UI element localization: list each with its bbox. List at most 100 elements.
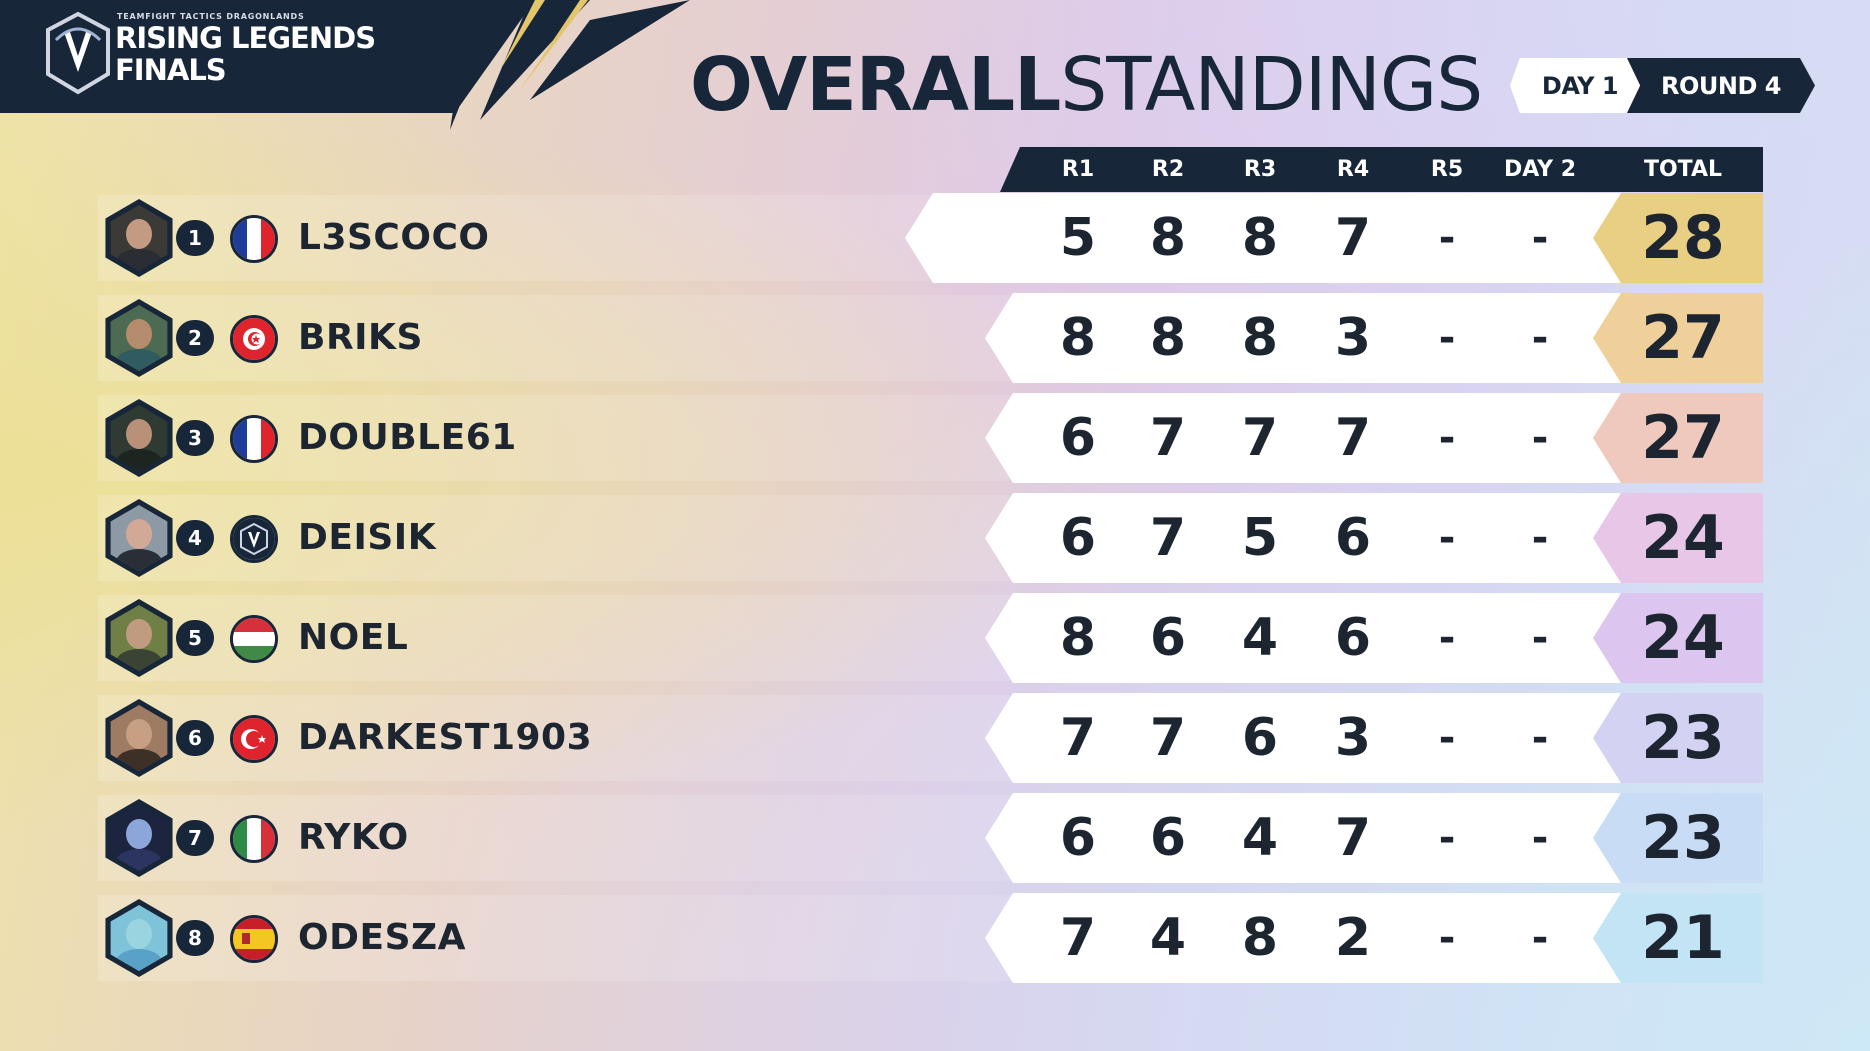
score-panel [985,593,1625,683]
avatar [105,499,173,577]
score-day-2: - [1531,515,1549,561]
standings-row: 8 ODESZA 7 4 8 2- -21 [98,893,1763,983]
score-panel [985,293,1625,383]
score-panel [985,493,1625,583]
total-panel [1593,493,1763,583]
total-panel [1593,693,1763,783]
score-r1: 7 [1059,708,1097,768]
score-r1: 8 [1059,608,1097,668]
standings-row: 4 DEISIK 6 7 5 6- -24 [98,493,1763,583]
tunisia-flag-icon [230,315,278,363]
total-score: 24 [1641,503,1725,573]
score-r2: 6 [1149,608,1187,668]
score-r5: - [1438,615,1456,661]
score-r3: 8 [1241,208,1279,268]
rank-badge: 5 [176,620,214,656]
score-r5: - [1438,315,1456,361]
score-r2: 8 [1149,308,1187,368]
score-r5: - [1438,415,1456,461]
avatar [105,299,173,377]
avatar [105,799,173,877]
italy-flag-icon [230,815,278,863]
spain-flag-icon [230,915,278,963]
rising-legends-emblem-icon [230,515,278,563]
standings-row: 1 L3SCOCO 5 8 8 7- -28 [98,193,1763,283]
score-r1: 5 [1059,208,1097,268]
score-r3: 5 [1241,508,1279,568]
rising-legends-emblem-icon [46,11,110,95]
title-light: STANDINGS [1060,42,1483,128]
score-r4: 3 [1334,708,1372,768]
avatar [105,199,173,277]
score-day-2: - [1531,615,1549,661]
player-name: NOEL [298,617,409,658]
page-title: OVERALLSTANDINGS [690,48,1483,122]
score-r3: 4 [1241,808,1279,868]
score-r2: 8 [1149,208,1187,268]
column-header-r3: R3 [1243,157,1277,182]
rank-badge: 2 [176,320,214,356]
player-name: DEISIK [298,517,437,558]
decorative-streaks [450,0,690,130]
logo-title-line1: RISING LEGENDS [115,21,376,55]
total-panel [1593,393,1763,483]
score-r5: - [1438,515,1456,561]
score-day-2: - [1531,215,1549,261]
total-score: 27 [1641,303,1725,373]
score-day-2: - [1531,315,1549,361]
avatar [105,599,173,677]
logo-title-line2: FINALS [115,53,227,87]
total-panel [1593,593,1763,683]
player-name: L3SCOCO [298,217,490,258]
avatar [105,899,173,977]
score-panel [985,393,1625,483]
score-r2: 7 [1149,408,1187,468]
score-r1: 8 [1059,308,1097,368]
player-name: BRIKS [298,317,423,358]
score-r4: 2 [1334,908,1372,968]
score-day-2: - [1531,915,1549,961]
total-panel [1593,293,1763,383]
score-r1: 6 [1059,508,1097,568]
score-r2: 7 [1149,508,1187,568]
column-header-r2: R2 [1151,157,1185,182]
player-name: DARKEST1903 [298,717,593,758]
score-r4: 6 [1334,608,1372,668]
standings-row: 7 RYKO 6 6 4 7- -23 [98,793,1763,883]
day-badge: DAY 1 [1510,58,1650,113]
score-r3: 7 [1241,408,1279,468]
score-r2: 6 [1149,808,1187,868]
score-r5: - [1438,715,1456,761]
total-score: 27 [1641,403,1725,473]
score-r1: 6 [1059,408,1097,468]
score-r3: 8 [1241,308,1279,368]
rank-badge: 4 [176,520,214,556]
logo-subtitle: TEAMFIGHT TACTICS DRAGONLANDS [117,12,305,21]
score-r4: 7 [1334,208,1372,268]
total-score: 21 [1641,903,1725,973]
score-r3: 6 [1241,708,1279,768]
score-r4: 7 [1334,808,1372,868]
score-panel [905,193,1625,283]
rank-badge: 6 [176,720,214,756]
logo-banner: TEAMFIGHT TACTICS DRAGONLANDS RISING LEG… [0,0,535,113]
score-r1: 7 [1059,908,1097,968]
column-header-r5: R5 [1430,157,1464,182]
title-bold: OVERALL [690,42,1061,128]
avatar [105,399,173,477]
score-r2: 4 [1149,908,1187,968]
total-panel [1593,193,1763,283]
france-flag-icon [230,415,278,463]
score-r5: - [1438,815,1456,861]
hungary-flag-icon [230,615,278,663]
standings-row: 5 NOEL 8 6 4 6- -24 [98,593,1763,683]
score-r4: 6 [1334,508,1372,568]
standings-row: 6 DARKEST1903 7 7 6 3- -23 [98,693,1763,783]
score-day-2: - [1531,415,1549,461]
score-day-2: - [1531,815,1549,861]
score-r5: - [1438,215,1456,261]
column-header-total: TOTAL [1643,157,1723,182]
france-flag-icon [230,215,278,263]
standings-row: 2 BRIKS 8 8 8 3- -27 [98,293,1763,383]
total-score: 23 [1641,803,1725,873]
